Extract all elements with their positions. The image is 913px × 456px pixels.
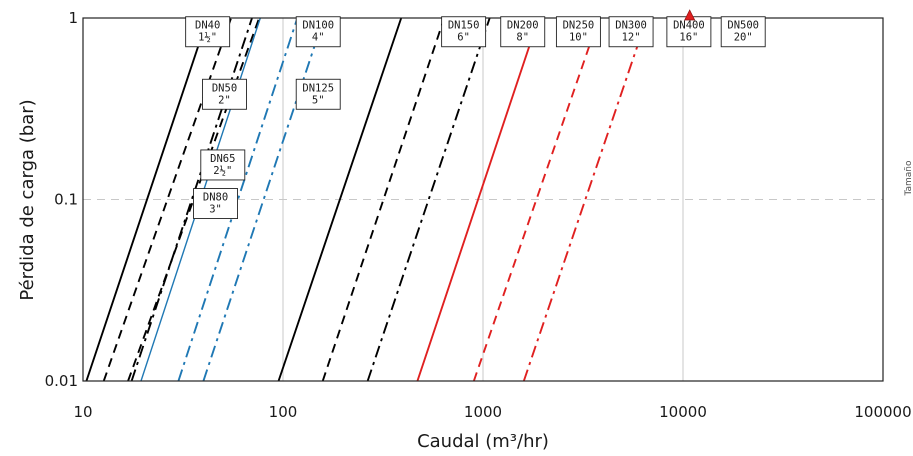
marker bbox=[684, 9, 696, 21]
series-label-text: DN150 bbox=[448, 20, 480, 32]
side-note: Tamaño bbox=[904, 160, 913, 197]
series-label-text: DN100 bbox=[302, 20, 334, 32]
series-label-text: DN200 bbox=[507, 20, 539, 32]
series-label-text: 10" bbox=[569, 32, 588, 44]
series-label-text: 3" bbox=[209, 204, 222, 216]
series-line bbox=[277, 18, 403, 381]
series-label-text: 2½" bbox=[213, 165, 232, 177]
series-label-text: 16" bbox=[679, 32, 698, 44]
series-label-text: DN300 bbox=[615, 20, 647, 32]
y-tick-label: 1 bbox=[68, 9, 78, 27]
series-line bbox=[130, 18, 253, 381]
series-label-text: 2" bbox=[218, 94, 231, 106]
series-line bbox=[321, 18, 446, 381]
x-tick-labels: 10 100 1000 10000 100000 bbox=[73, 403, 911, 421]
x-tick-label: 1000 bbox=[464, 403, 502, 421]
x-tick-label: 10 bbox=[73, 403, 92, 421]
series-line bbox=[85, 18, 209, 381]
series-label-text: DN65 bbox=[210, 153, 235, 165]
series-label-text: DN500 bbox=[727, 20, 759, 32]
series-label-text: DN125 bbox=[302, 82, 334, 94]
series-label-text: 12" bbox=[622, 32, 641, 44]
series-line bbox=[202, 18, 325, 381]
series-line bbox=[522, 18, 648, 381]
series-label-text: 8" bbox=[516, 32, 529, 44]
series-line bbox=[416, 18, 540, 381]
x-tick-label: 100000 bbox=[854, 403, 911, 421]
y-tick-labels: 0.01 0.1 1 bbox=[45, 9, 78, 390]
series-line bbox=[127, 18, 261, 381]
x-axis-title: Caudal (m³/hr) bbox=[417, 431, 549, 452]
series-label-text: DN400 bbox=[673, 20, 705, 32]
series-label-text: DN50 bbox=[212, 82, 237, 94]
series-label-text: 5" bbox=[312, 94, 325, 106]
y-axis-title: Pérdida de carga (bar) bbox=[17, 99, 38, 300]
marker-triangle bbox=[684, 9, 696, 21]
y-tick-label: 0.1 bbox=[54, 191, 78, 209]
series-label-text: DN80 bbox=[203, 192, 228, 204]
series-label-text: 20" bbox=[734, 32, 753, 44]
series-label-text: 6" bbox=[457, 32, 470, 44]
series-label-text: DN40 bbox=[195, 20, 220, 32]
series-line bbox=[102, 18, 232, 381]
series-lines bbox=[85, 18, 648, 381]
series-line bbox=[472, 18, 600, 381]
series-line bbox=[177, 18, 299, 381]
series-label-text: 4" bbox=[312, 32, 325, 44]
series-label-text: 1½" bbox=[198, 32, 217, 44]
x-tick-label: 100 bbox=[269, 403, 298, 421]
x-tick-label: 10000 bbox=[659, 403, 707, 421]
y-tick-label: 0.01 bbox=[45, 372, 78, 390]
series-line bbox=[366, 18, 491, 381]
series-label-text: DN250 bbox=[563, 20, 595, 32]
